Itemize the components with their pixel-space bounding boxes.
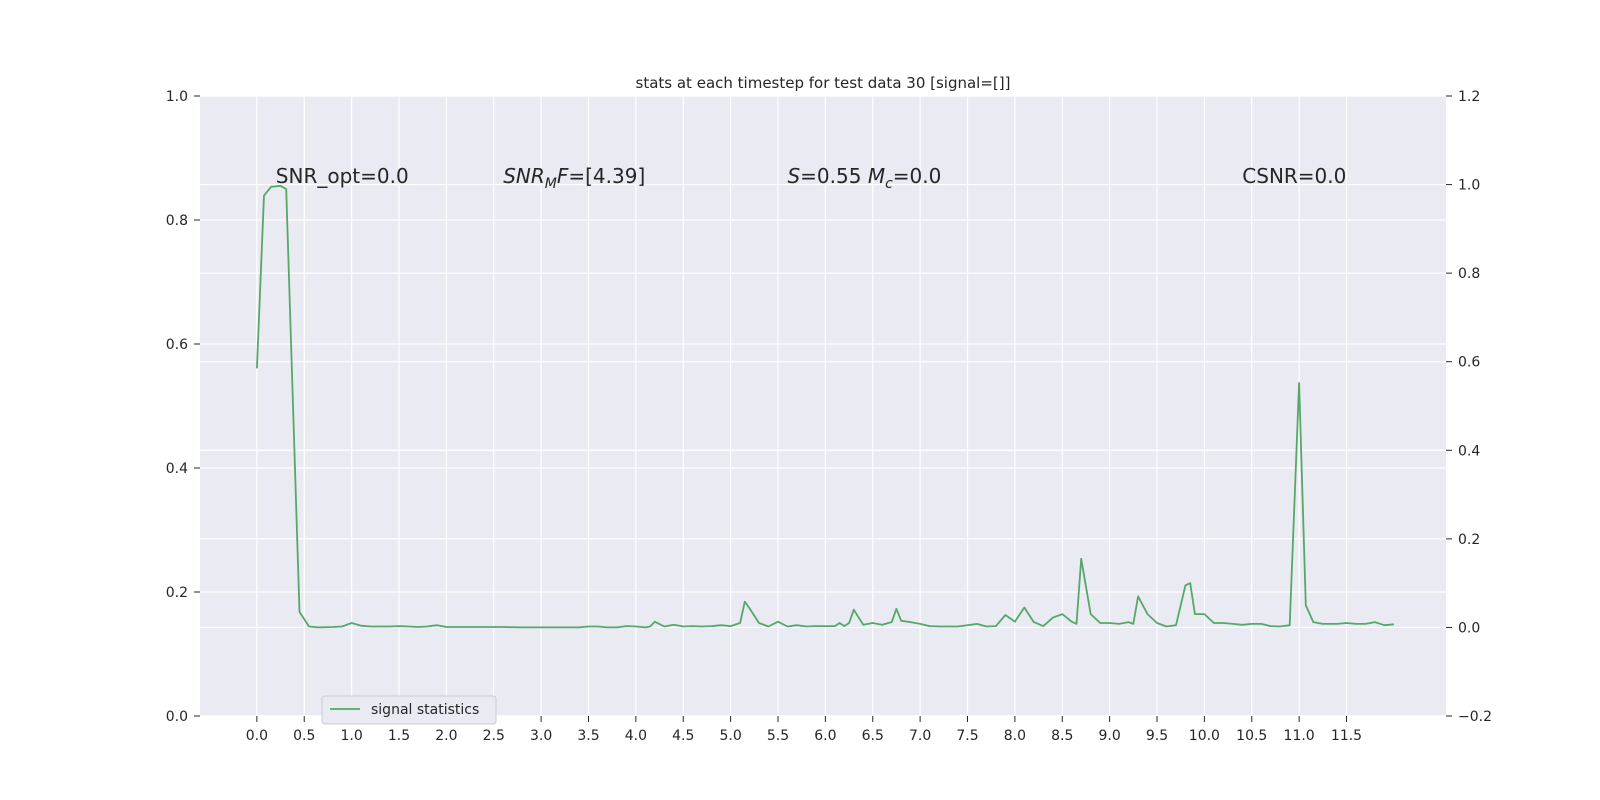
y2-tick-label: 0.0 bbox=[1458, 620, 1480, 636]
annotation-segment: =[4.39] bbox=[568, 164, 645, 188]
legend: signal statistics bbox=[321, 695, 497, 725]
annotation-segment: M bbox=[868, 164, 885, 188]
annotation-snr-mf: SNRMF=[4.39] bbox=[503, 164, 645, 192]
x-tick-label: 10.5 bbox=[1236, 728, 1267, 744]
annotation-segment: S bbox=[787, 164, 800, 188]
x-tick-label: 0.5 bbox=[293, 728, 315, 744]
x-tick-label: 10.0 bbox=[1189, 728, 1220, 744]
x-tick-label: 0.0 bbox=[246, 728, 268, 744]
series-line-signal-statistics bbox=[256, 184, 1394, 629]
x-tick-label: 6.5 bbox=[862, 728, 884, 744]
annotation-segment: SNR bbox=[503, 164, 545, 188]
annotation-segment: F bbox=[557, 164, 569, 188]
annotation-snr-opt: SNR_opt=0.0 bbox=[276, 164, 409, 188]
y2-tick-label: −0.2 bbox=[1458, 709, 1492, 725]
x-tick-label: 1.5 bbox=[388, 728, 410, 744]
annotation-segment: =0.55 bbox=[800, 164, 868, 188]
annotation-segment: SNR_opt=0.0 bbox=[276, 164, 409, 188]
x-gridlines bbox=[256, 96, 1348, 716]
y-axis-left: 0.0 0.2 0.4 0.6 0.8 1.0 bbox=[166, 89, 200, 725]
y-tick-label: 0.0 bbox=[166, 709, 188, 725]
x-tick-label: 5.5 bbox=[767, 728, 789, 744]
y2-tick-label: 1.0 bbox=[1458, 178, 1480, 194]
y2-tick-label: 0.8 bbox=[1458, 266, 1480, 282]
chart-title: stats at each timestep for test data 30 … bbox=[636, 74, 1011, 92]
annotation-csnr: CSNR=0.0 bbox=[1242, 164, 1346, 188]
x-tick-label: 3.0 bbox=[530, 728, 552, 744]
x-tick-label: 1.0 bbox=[340, 728, 362, 744]
y-tick-label: 0.4 bbox=[166, 461, 188, 477]
annotations: SNR_opt=0.0 SNRMF=[4.39] S=0.55 Mc=0.0 CSNR… bbox=[276, 164, 1347, 192]
y-tick-label: 0.6 bbox=[166, 337, 188, 353]
x-tick-label: 4.5 bbox=[672, 728, 694, 744]
y-tick-label: 0.2 bbox=[166, 585, 188, 601]
legend-box bbox=[321, 695, 497, 725]
x-tick-label: 4.0 bbox=[625, 728, 647, 744]
y-tick-label: 1.0 bbox=[166, 89, 188, 105]
x-tick-label: 2.0 bbox=[435, 728, 457, 744]
x-tick-label: 2.5 bbox=[483, 728, 505, 744]
annotation-s-mc: S=0.55 Mc=0.0 bbox=[787, 164, 941, 192]
x-tick-label: 9.5 bbox=[1146, 728, 1168, 744]
x-tick-label: 9.0 bbox=[1098, 728, 1120, 744]
x-tick-label: 5.0 bbox=[719, 728, 741, 744]
y-axis-right: −0.2 0.0 0.2 0.4 0.6 0.8 1.0 1.2 bbox=[1446, 89, 1492, 725]
x-tick-label: 3.5 bbox=[577, 728, 599, 744]
annotation-segment: =0.0 bbox=[893, 164, 942, 188]
y2-tick-label: 0.4 bbox=[1458, 443, 1480, 459]
legend-label-signal-statistics: signal statistics bbox=[371, 702, 479, 718]
y2-tick-label: 0.2 bbox=[1458, 532, 1480, 548]
x-tick-label: 7.0 bbox=[909, 728, 931, 744]
x-tick-label: 8.5 bbox=[1051, 728, 1073, 744]
plot-area bbox=[200, 96, 1446, 716]
y2-tick-label: 1.2 bbox=[1458, 89, 1480, 105]
x-tick-label: 8.0 bbox=[1004, 728, 1026, 744]
annotation-segment: c bbox=[885, 176, 893, 192]
annotation-segment: CSNR=0.0 bbox=[1242, 164, 1346, 188]
y-tick-label: 0.8 bbox=[166, 213, 188, 229]
y2-tick-label: 0.6 bbox=[1458, 355, 1480, 371]
x-axis: 0.0 0.5 1.0 1.5 2.0 2.5 3.0 3.5 4.0 4.5 5.0 5.5 6.0 6… bbox=[246, 716, 1362, 744]
series-layer bbox=[256, 184, 1394, 629]
x-tick-label: 7.5 bbox=[956, 728, 978, 744]
x-tick-label: 11.5 bbox=[1331, 728, 1362, 744]
y2-gridlines bbox=[200, 95, 1446, 717]
x-tick-label: 11.0 bbox=[1284, 728, 1315, 744]
annotation-segment: M bbox=[545, 176, 557, 192]
x-tick-label: 6.0 bbox=[814, 728, 836, 744]
